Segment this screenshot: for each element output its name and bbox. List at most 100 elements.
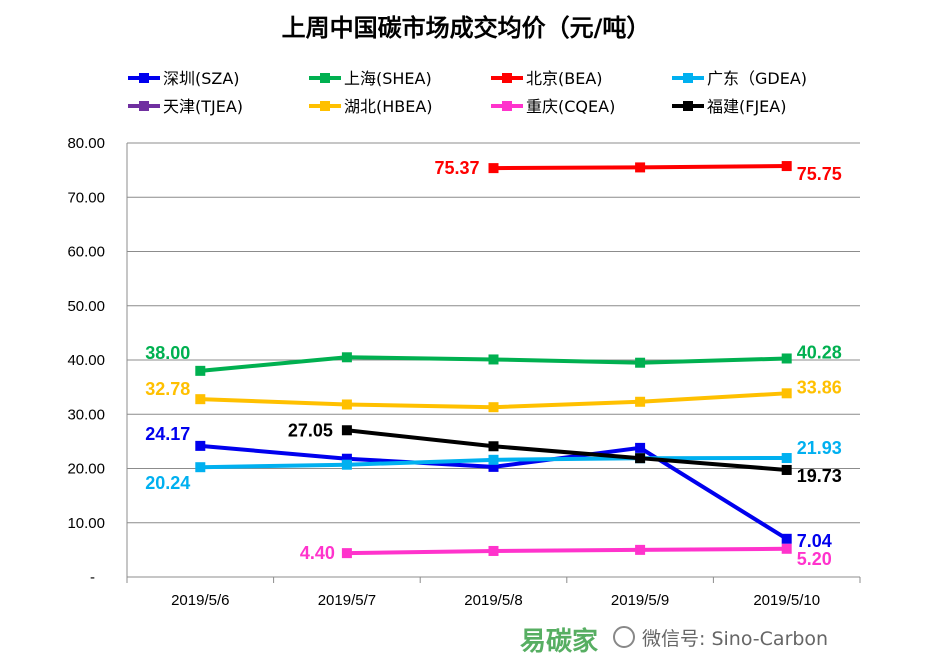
legend-label: 上海(SHEA) [344, 69, 432, 88]
data-point [341, 425, 352, 436]
chart-title: 上周中国碳市场成交均价（元/吨） [282, 14, 651, 42]
data-point [781, 543, 792, 554]
legend-item: 深圳(SZA) [128, 69, 240, 88]
y-tick-label: 20.00 [67, 461, 105, 478]
gridlines [127, 142, 860, 524]
data-label: 19.73 [797, 466, 842, 486]
legend-item: 重庆(CQEA) [491, 97, 615, 116]
data-point [781, 161, 792, 172]
data-point [635, 453, 646, 464]
series-line [346, 546, 787, 556]
data-label: 27.05 [288, 420, 333, 440]
watermark: 易碳家 微信号: Sino-Carbon [520, 626, 828, 656]
y-tick-label: 40.00 [67, 352, 105, 369]
data-labels: 24.17 7.04 38.00 40.28 75.37 75.75 20.24 21.93 3… [145, 158, 841, 569]
data-point [635, 442, 646, 453]
legend-item: 天津(TJEA) [128, 97, 243, 116]
legend-item: 广东（GDEA) [672, 69, 807, 88]
series-line [346, 428, 787, 472]
x-tick-label: 2019/5/7 [318, 592, 376, 609]
legend-marker [502, 101, 512, 111]
data-point [195, 462, 206, 473]
data-point [488, 461, 499, 472]
data-point [488, 354, 499, 365]
data-point [781, 388, 792, 399]
y-axis: - 10.00 20.00 30.00 40.00 50.00 60.00 70.00 80.0… [67, 135, 128, 586]
data-point [195, 394, 206, 405]
legend-label: 天津(TJEA) [163, 97, 243, 116]
legend-marker [502, 73, 512, 83]
series-福建(FJEA) [341, 425, 792, 475]
legend-label: 湖北(HBEA) [344, 97, 433, 116]
data-point [341, 453, 352, 464]
series-重庆(CQEA) [341, 543, 792, 559]
y-tick-label: 80.00 [67, 135, 105, 152]
watermark-logo: 易碳家 [520, 626, 598, 656]
legend-label: 深圳(SZA) [163, 69, 240, 88]
data-point [635, 162, 646, 173]
data-point [781, 453, 792, 464]
series-北京(BEA) [488, 161, 792, 174]
data-point [341, 459, 352, 470]
data-point [781, 353, 792, 364]
data-point [488, 545, 499, 556]
series-深圳(SZA) [195, 440, 792, 544]
data-label: 33.86 [797, 377, 842, 397]
data-point [195, 365, 206, 376]
x-axis: 2019/5/6 2019/5/7 2019/5/8 2019/5/9 2019/5/1… [126, 576, 861, 609]
legend-label: 重庆(CQEA) [526, 97, 615, 116]
y-tick-label: 60.00 [67, 244, 105, 261]
data-point [635, 544, 646, 555]
data-label: 21.93 [797, 438, 842, 458]
data-label: 75.37 [434, 158, 479, 178]
legend-marker [683, 101, 693, 111]
data-label: 5.20 [797, 549, 832, 569]
data-point [341, 399, 352, 410]
data-point [488, 454, 499, 465]
x-tick-label: 2019/5/10 [753, 592, 820, 609]
data-point [488, 402, 499, 413]
x-tick-label: 2019/5/8 [464, 592, 522, 609]
series-group [195, 161, 792, 559]
data-point [488, 163, 499, 174]
legend-marker [320, 101, 330, 111]
legend-item: 福建(FJEA) [672, 97, 786, 116]
data-point [781, 533, 792, 544]
data-label: 32.78 [145, 379, 190, 399]
legend-item: 上海(SHEA) [309, 69, 432, 88]
data-label: 7.04 [797, 531, 832, 551]
data-label: 38.00 [145, 343, 190, 363]
series-湖北(HBEA) [195, 388, 792, 413]
legend-label: 福建(FJEA) [707, 97, 786, 116]
legend-item: 北京(BEA) [491, 69, 603, 88]
y-tick-label: - [90, 569, 95, 586]
y-tick-label: 70.00 [67, 189, 105, 206]
data-point [635, 357, 646, 368]
data-label: 4.40 [300, 543, 335, 563]
data-label: 24.17 [145, 424, 190, 444]
data-label: 75.75 [797, 164, 842, 184]
legend-marker [139, 73, 149, 83]
legend-label: 北京(BEA) [526, 69, 603, 88]
series-上海(SHEA) [195, 352, 792, 376]
data-label: 40.28 [797, 342, 842, 362]
watermark-text: 微信号: Sino-Carbon [642, 628, 828, 650]
legend-marker [683, 73, 693, 83]
data-point [341, 352, 352, 363]
data-point [195, 440, 206, 451]
legend-marker [139, 101, 149, 111]
legend-marker [320, 73, 330, 83]
data-point [488, 441, 499, 452]
data-point [341, 548, 352, 559]
y-tick-label: 10.00 [67, 515, 105, 532]
data-point [635, 396, 646, 407]
data-label: 20.24 [145, 473, 190, 493]
data-point [781, 464, 792, 475]
legend-item: 湖北(HBEA) [309, 97, 433, 116]
legend-label: 广东（GDEA) [707, 69, 807, 88]
y-tick-label: 30.00 [67, 406, 105, 423]
x-tick-label: 2019/5/6 [171, 592, 229, 609]
legend: 深圳(SZA) 上海(SHEA) 北京(BEA) 广东（GDEA) 天津(TJEA) 湖北… [128, 69, 807, 116]
x-tick-label: 2019/5/9 [611, 592, 669, 609]
